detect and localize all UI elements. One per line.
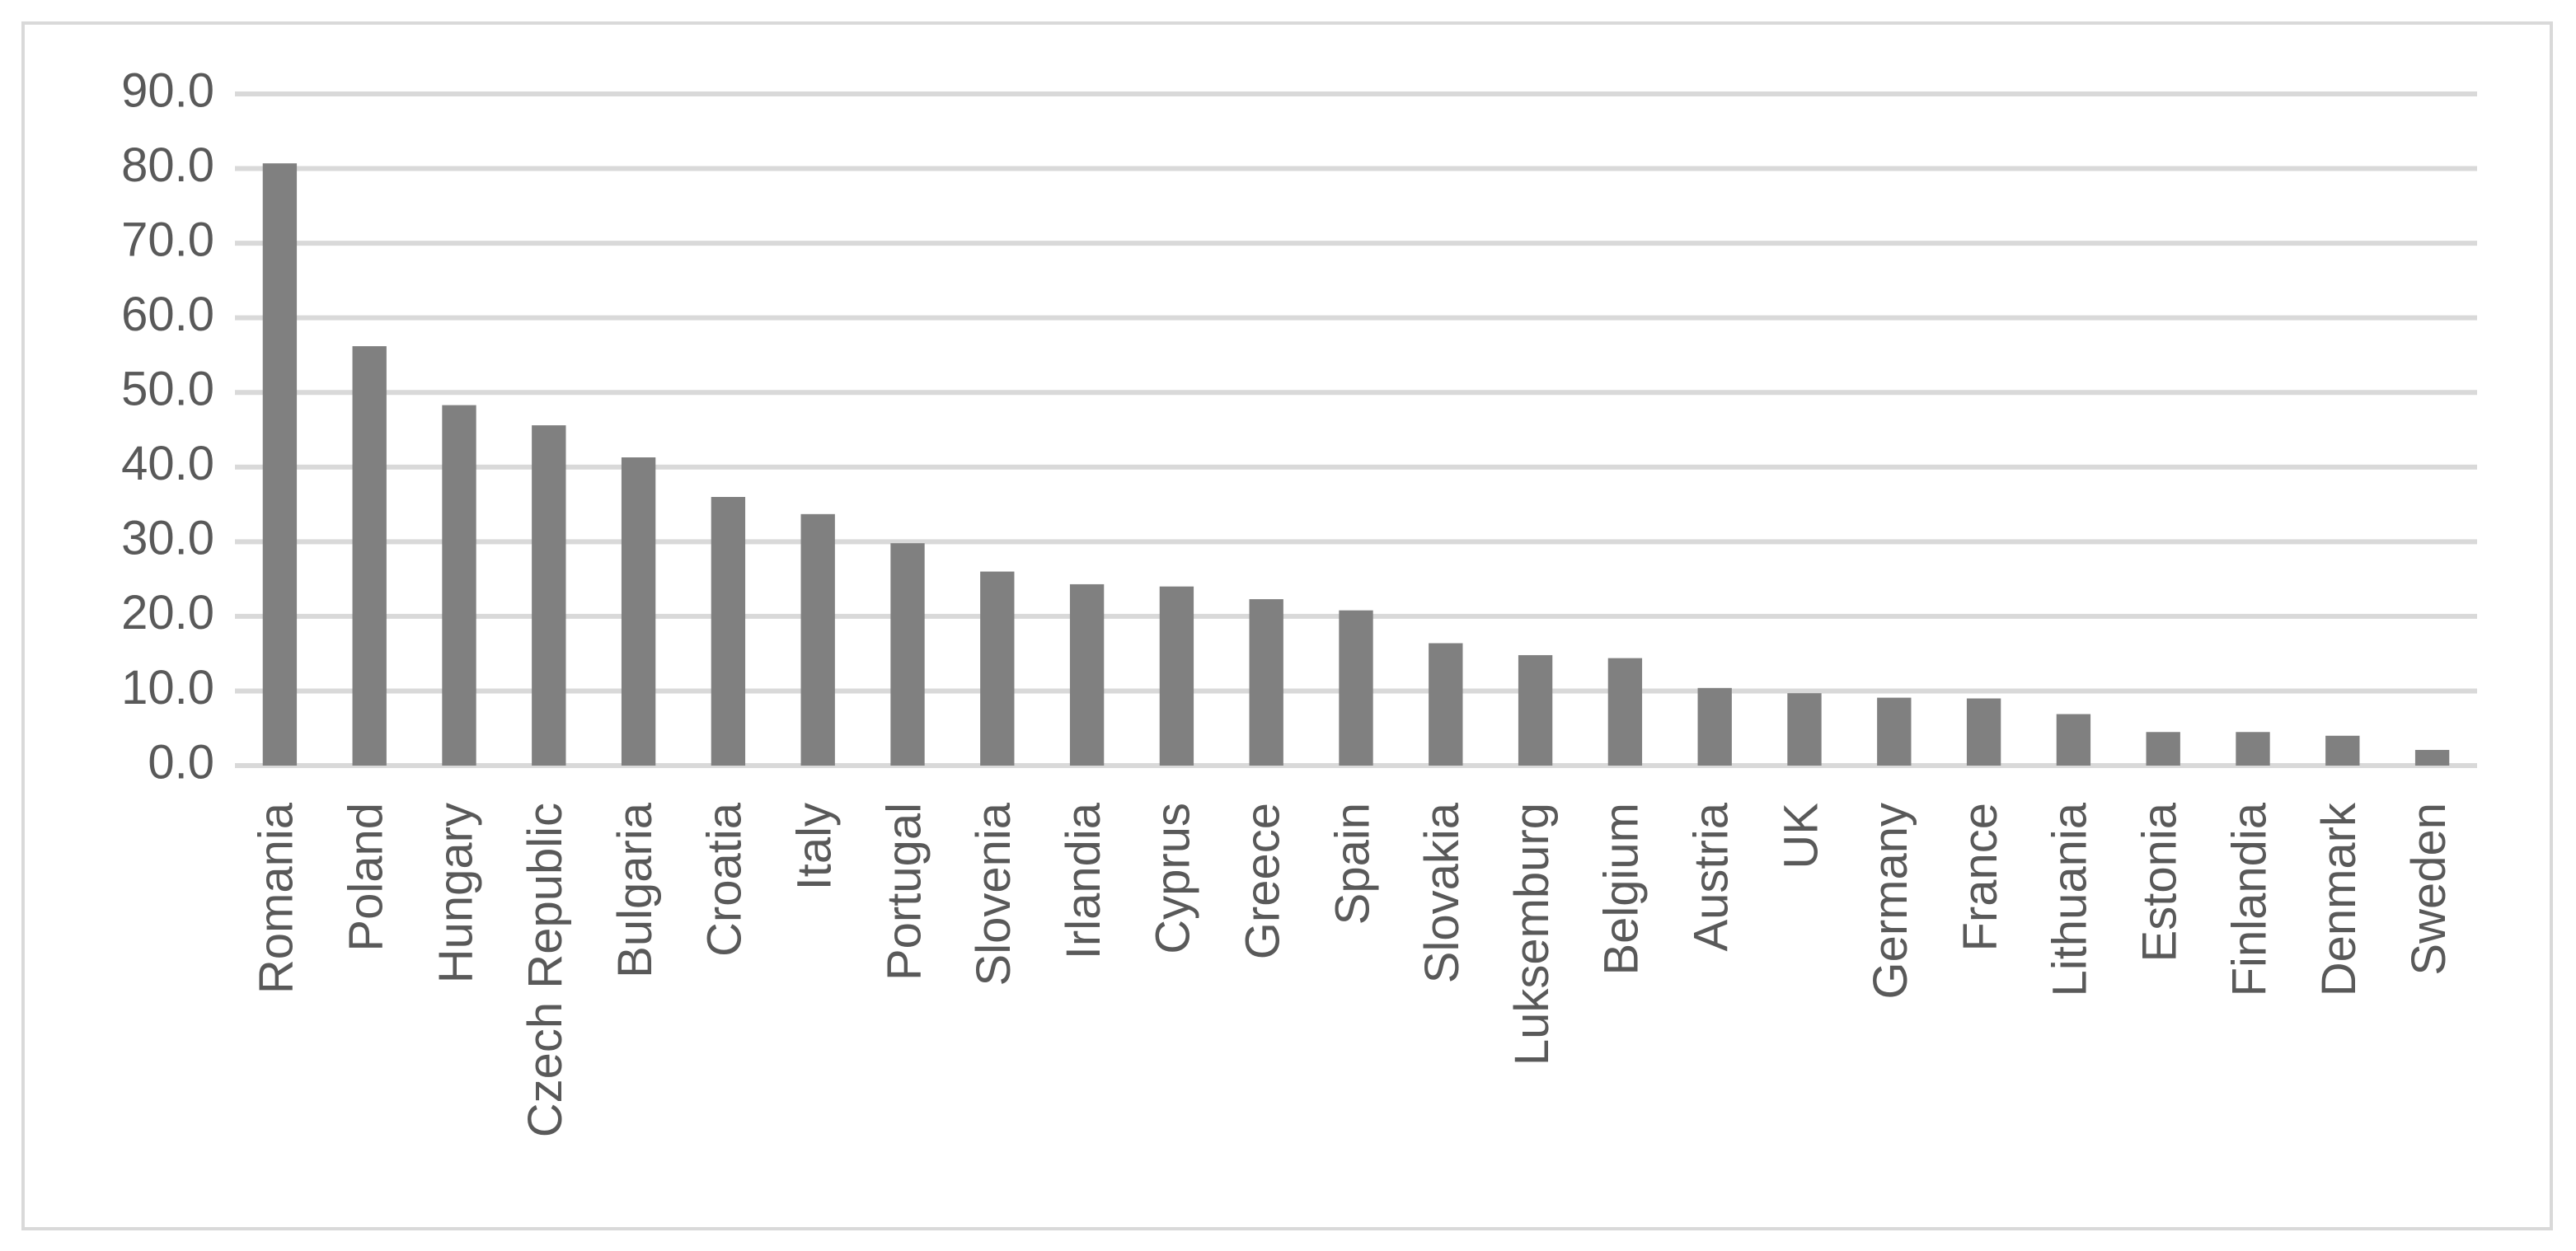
x-tick-label: Belgium — [1595, 803, 1649, 976]
x-tick-label: Greece — [1236, 803, 1290, 959]
bar — [2056, 714, 2091, 766]
bar — [1607, 658, 1643, 766]
x-tick-label: Luksemburg — [1505, 803, 1559, 1066]
x-tick-label: France — [1954, 803, 2007, 952]
x-tick-label: Denmark — [2312, 802, 2366, 996]
bar — [980, 571, 1015, 766]
bar — [621, 457, 656, 766]
y-tick-label: 90.0 — [121, 63, 214, 117]
bar — [1159, 586, 1194, 766]
bar — [1518, 654, 1553, 766]
x-tick-label: Italy — [788, 803, 842, 890]
y-tick-label: 30.0 — [121, 512, 214, 565]
bar — [262, 163, 298, 766]
x-tick-label: Hungary — [429, 803, 482, 983]
x-tick-label: Lithuania — [2043, 802, 2097, 996]
bar — [1249, 599, 1283, 766]
x-tick-label: Poland — [340, 803, 393, 952]
bar — [2146, 732, 2180, 766]
y-tick-label: 50.0 — [121, 363, 214, 416]
x-tick-label: Czech Republic — [518, 803, 572, 1137]
bar — [800, 513, 835, 766]
x-tick-label: Croatia — [698, 802, 752, 957]
x-tick-label: Finlandia — [2222, 802, 2276, 996]
bar — [1069, 583, 1105, 766]
y-tick-label: 70.0 — [121, 213, 214, 266]
bar — [1697, 687, 1732, 766]
x-tick-label: Slovakia — [1415, 802, 1469, 983]
x-tick-label: Bulgaria — [608, 802, 662, 978]
y-tick-label: 40.0 — [121, 437, 214, 490]
x-tick-label: Estonia — [2133, 802, 2187, 962]
y-tick-label: 20.0 — [121, 586, 214, 640]
bar — [532, 425, 566, 766]
bar — [2414, 749, 2450, 766]
bar — [2236, 732, 2270, 766]
y-tick-label: 60.0 — [121, 288, 214, 341]
x-tick-label: Spain — [1326, 803, 1379, 925]
bar — [352, 346, 387, 766]
bar — [1787, 693, 1822, 766]
x-tick-label: Romania — [250, 802, 303, 994]
bar — [711, 497, 746, 766]
chart-border — [21, 21, 2553, 1230]
x-tick-label: Austria — [1685, 802, 1738, 951]
y-tick-label: 80.0 — [121, 138, 214, 192]
x-tick-label: Sweden — [2402, 803, 2456, 976]
y-tick-label: 10.0 — [121, 661, 214, 715]
bar — [1877, 697, 1912, 766]
y-tick-label: 0.0 — [148, 735, 214, 789]
bar — [1966, 698, 2001, 766]
x-tick-label: Germany — [1864, 803, 1917, 1000]
bar — [442, 405, 476, 766]
bar — [2325, 735, 2360, 766]
bar — [890, 543, 925, 766]
bar — [1429, 643, 1463, 766]
x-tick-label: Portugal — [877, 803, 931, 981]
x-tick-label: Slovenia — [967, 802, 1021, 986]
x-tick-label: Irlandia — [1057, 802, 1110, 959]
x-tick-label: Cyprus — [1147, 803, 1200, 954]
x-tick-label: UK — [1774, 803, 1828, 869]
bar — [1339, 610, 1373, 766]
